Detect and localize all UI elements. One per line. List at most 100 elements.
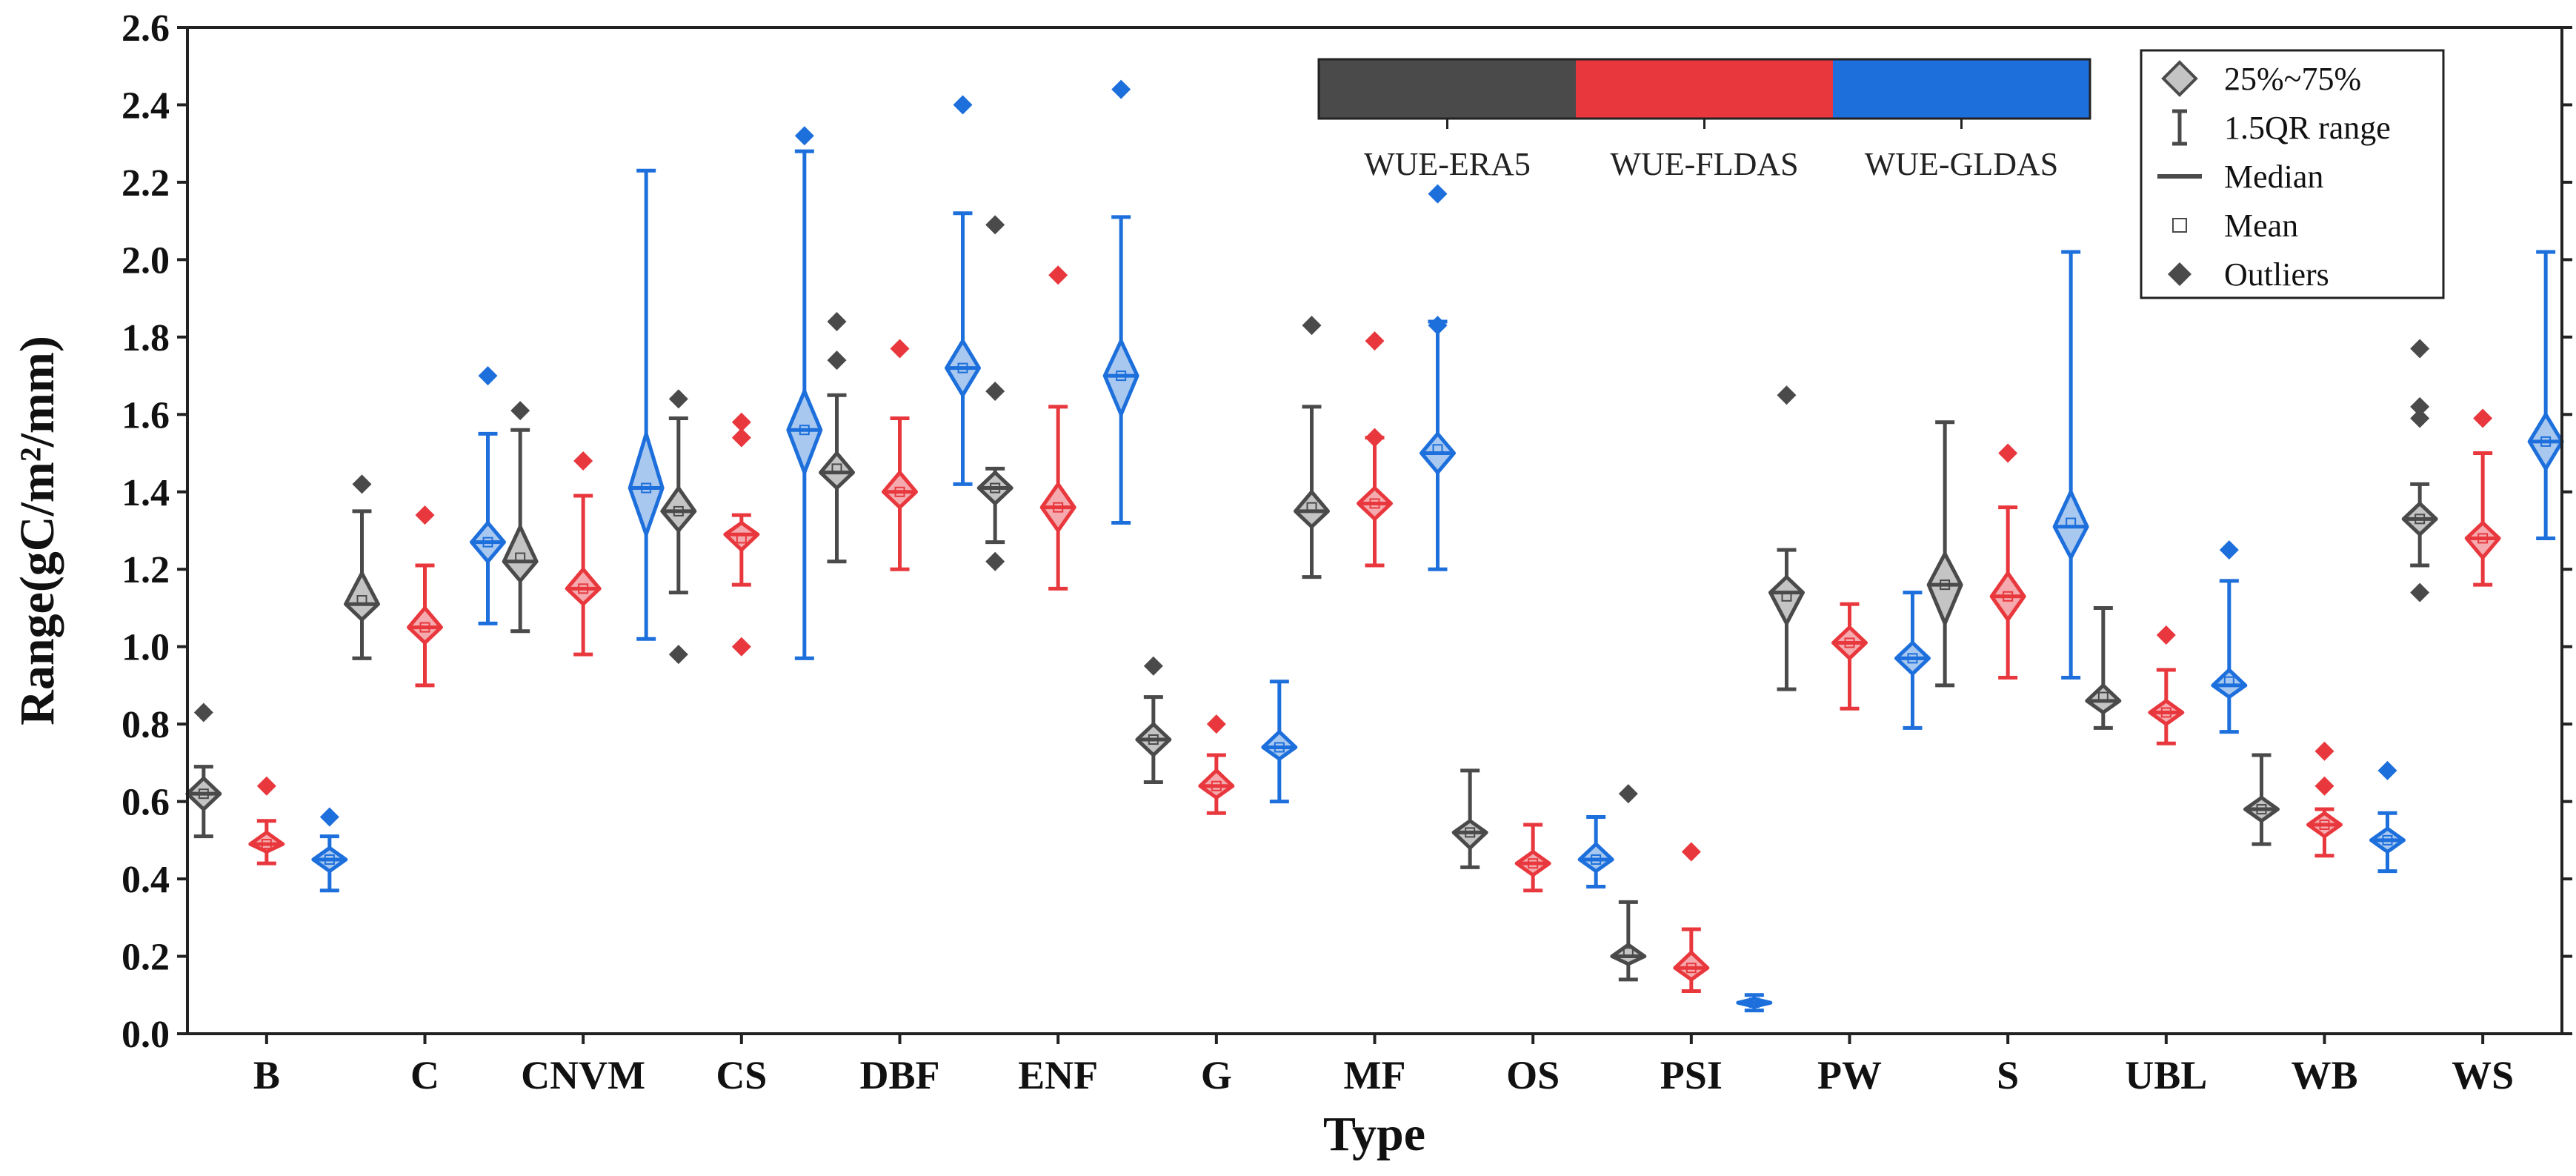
outlier-point bbox=[827, 311, 847, 331]
box-wue-fldas-cnvm bbox=[565, 451, 602, 657]
mean-marker bbox=[261, 839, 272, 850]
outlier-point bbox=[668, 389, 688, 409]
series-colorbar: WUE-ERA5 WUE-FLDAS WUE-GLDAS bbox=[1317, 58, 2091, 182]
mean-marker bbox=[1623, 947, 1634, 958]
box-series-group bbox=[185, 79, 2564, 1013]
mean-marker bbox=[2223, 676, 2234, 687]
box-wue-era5-enf bbox=[976, 215, 1014, 571]
legend-label: Median bbox=[2224, 159, 2323, 195]
box-wue-era5-ws bbox=[2401, 339, 2438, 602]
outlier-point bbox=[1206, 714, 1226, 734]
iqr-diamond bbox=[786, 389, 823, 475]
y-tick-label: 0.0 bbox=[122, 1014, 170, 1056]
y-tick-label: 1.0 bbox=[122, 627, 170, 669]
x-tick-label: PSI bbox=[1660, 1053, 1723, 1097]
box-wue-gldas-enf bbox=[1102, 79, 1139, 525]
box-wue-fldas-b bbox=[248, 776, 285, 866]
box-wue-fldas-c bbox=[407, 505, 443, 688]
mean-marker bbox=[1844, 637, 1855, 648]
iqr-diamond bbox=[2052, 490, 2089, 560]
y-tick-label: 2.4 bbox=[122, 84, 170, 127]
outlier-point bbox=[2156, 625, 2176, 645]
box-wue-fldas-os bbox=[1514, 823, 1551, 893]
outlier-point bbox=[2410, 339, 2430, 359]
iqr-diamond bbox=[565, 567, 602, 606]
x-tick-label: MF bbox=[1344, 1053, 1406, 1097]
mean-marker bbox=[831, 463, 842, 474]
mean-marker bbox=[1528, 858, 1539, 869]
outlier-point bbox=[2473, 408, 2493, 428]
x-tick-label: C bbox=[410, 1053, 439, 1097]
legend-label: Mean bbox=[2224, 207, 2298, 244]
outlier-point bbox=[1048, 265, 1068, 285]
box-wue-era5-cnvm bbox=[502, 401, 539, 634]
y-tick-label: 1.6 bbox=[122, 394, 170, 436]
colorbar-segment bbox=[1576, 59, 1833, 119]
outlier-point bbox=[2219, 540, 2239, 560]
y-axis-ticks: 0.0 0.2 0.4 0.6 0.8 1.0 1.2 1.4 1.6 1.8 2.0 2.2 2.4 2… bbox=[122, 7, 2572, 1056]
mean-marker bbox=[673, 505, 684, 516]
box-wue-era5-cs bbox=[660, 389, 697, 665]
box-wue-gldas-os bbox=[1577, 815, 1614, 889]
legend-label: 1.5QR range bbox=[2224, 110, 2391, 146]
iqr-diamond bbox=[2211, 668, 2248, 700]
box-wue-gldas-cs bbox=[786, 126, 823, 660]
x-axis-title: Type bbox=[1323, 1107, 1425, 1161]
outlier-point bbox=[352, 474, 372, 494]
mean-marker bbox=[356, 595, 367, 606]
mean-marker bbox=[2382, 834, 2393, 846]
outlier-point bbox=[1618, 784, 1638, 804]
mean-marker bbox=[1148, 734, 1159, 745]
mean-marker bbox=[1685, 963, 1697, 974]
box-wue-fldas-ubl bbox=[2148, 625, 2185, 745]
box-wue-gldas-dbf bbox=[945, 95, 981, 486]
iqr-diamond bbox=[819, 451, 855, 491]
series-wue-gldas bbox=[311, 79, 2564, 1013]
mean-marker bbox=[198, 788, 209, 800]
outlier-point bbox=[2314, 741, 2334, 761]
x-tick-label: CS bbox=[716, 1053, 767, 1097]
box-wue-era5-ubl bbox=[2085, 605, 2122, 730]
legend-item: 1.5QR range bbox=[2172, 109, 2391, 146]
box-wue-gldas-pw bbox=[1894, 591, 1931, 730]
mean-marker bbox=[2256, 804, 2267, 815]
outlier-point bbox=[2410, 582, 2430, 602]
mean-marker bbox=[1591, 854, 1602, 865]
outlier-point bbox=[1777, 385, 1797, 405]
legend-item: 25%~75% bbox=[2161, 60, 2361, 97]
mean-marker bbox=[736, 533, 747, 544]
mean-marker bbox=[1116, 371, 1127, 382]
box-wue-gldas-c bbox=[470, 366, 506, 625]
mean-marker bbox=[2540, 436, 2552, 447]
outlier-point bbox=[731, 637, 751, 657]
box-wue-gldas-b bbox=[311, 807, 348, 893]
box-wue-gldas-wb bbox=[2369, 760, 2406, 874]
legend-iqr-symbol bbox=[2161, 60, 2198, 97]
mean-marker bbox=[799, 425, 810, 436]
mean-marker bbox=[482, 536, 493, 548]
mean-marker bbox=[957, 362, 968, 373]
mean-marker bbox=[641, 482, 652, 494]
series-wue-fldas bbox=[248, 265, 2501, 994]
mean-marker bbox=[1306, 502, 1317, 513]
iqr-diamond bbox=[248, 830, 285, 854]
outlier-point bbox=[731, 428, 751, 448]
mean-marker bbox=[2097, 691, 2109, 702]
mean-marker bbox=[990, 482, 1001, 494]
iqr-diamond bbox=[1294, 490, 1330, 529]
outlier-point bbox=[193, 702, 213, 722]
box-wue-gldas-mf bbox=[1420, 184, 1456, 571]
outlier-point bbox=[985, 551, 1005, 571]
x-tick-label: WS bbox=[2452, 1053, 2514, 1097]
y-tick-label: 2.0 bbox=[122, 239, 170, 282]
colorbar-segment bbox=[1833, 59, 2090, 119]
x-tick-label: OS bbox=[1506, 1053, 1560, 1097]
y-tick-label: 0.4 bbox=[122, 859, 170, 901]
x-tick-label: PW bbox=[1817, 1053, 1882, 1097]
box-wue-era5-g bbox=[1135, 656, 1172, 784]
mean-marker bbox=[1432, 444, 1443, 455]
box-wue-gldas-cnvm bbox=[628, 168, 665, 641]
box-wue-gldas-psi bbox=[1736, 993, 1773, 1013]
outlier-point bbox=[1428, 184, 1448, 204]
